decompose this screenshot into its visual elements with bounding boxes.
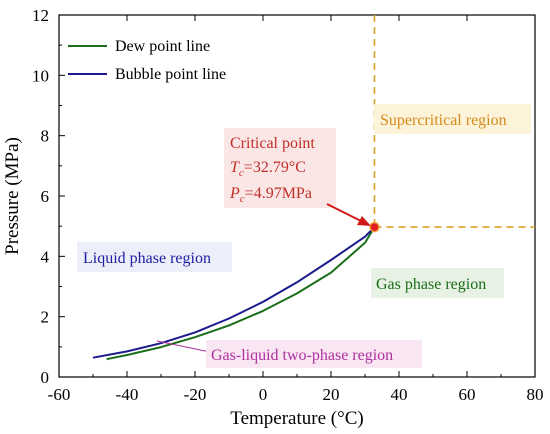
supercritical-annotation: Supercritical region <box>374 104 531 134</box>
x-tick-label: -20 <box>184 385 207 404</box>
y-tick-label: 8 <box>41 127 50 146</box>
legend-label-dew: Dew point line <box>115 38 210 55</box>
gas-label: Gas phase region <box>376 276 486 293</box>
gas-annotation: Gas phase region <box>371 268 504 298</box>
y-tick-label: 2 <box>41 308 50 327</box>
critical-boundary-lines <box>373 15 535 228</box>
liquid-label: Liquid phase region <box>83 250 211 267</box>
critical-label-box <box>224 128 336 208</box>
liquid-annotation: Liquid phase region <box>77 242 232 272</box>
x-tick-label: 20 <box>323 385 340 404</box>
critical-pressure-label: Pc=4.97MPa <box>229 185 312 205</box>
y-tick-label: 4 <box>41 247 50 266</box>
dew-point-line <box>106 226 376 361</box>
critical-temperature-label: Tc=32.79°C <box>230 159 306 179</box>
y-axis-title: Pressure (MPa) <box>2 137 23 255</box>
x-tick-label: 0 <box>259 385 268 404</box>
gas-label-box <box>371 268 504 298</box>
two-phase-label: Gas-liquid two-phase region <box>211 347 393 364</box>
legend-label-bubble: Bubble point line <box>115 66 226 83</box>
critical-point-group <box>369 221 380 233</box>
critical-point-label: Critical point <box>230 135 315 152</box>
y-tick-label: 0 <box>41 368 50 387</box>
x-tick-label: 60 <box>459 385 476 404</box>
supercritical-label: Supercritical region <box>380 112 507 129</box>
critical-point-marker <box>369 221 380 233</box>
critical-annotation: Critical point Tc=32.79°C Pc=4.97MPa <box>224 128 371 226</box>
axis-ticks <box>58 14 536 378</box>
x-tick-label: 80 <box>527 385 544 404</box>
tick-labels: -60 -40 -20 0 20 40 60 80 0 2 4 6 8 10 12 <box>32 6 544 404</box>
y-tick-label: 6 <box>41 187 50 206</box>
x-axis-title: Temperature (°C) <box>230 408 363 429</box>
bubble-point-line <box>92 226 376 359</box>
y-tick-label: 10 <box>32 66 49 85</box>
two-phase-annotation: Gas-liquid two-phase region <box>156 340 422 368</box>
series-lines <box>92 226 376 361</box>
y-tick-label: 12 <box>32 6 49 25</box>
x-tick-label: 40 <box>391 385 408 404</box>
liquid-label-box <box>77 242 232 272</box>
critical-pointer-line <box>326 203 364 223</box>
critical-temperature-value: =32.79°C <box>244 159 306 176</box>
x-tick-label: -60 <box>48 385 71 404</box>
two-phase-pointer <box>156 340 211 353</box>
two-phase-label-box <box>206 340 422 368</box>
critical-pointer-arrowhead <box>357 216 371 226</box>
legend: Dew point line Bubble point line <box>68 38 226 83</box>
supercritical-label-box <box>374 104 531 134</box>
critical-pressure-value: =4.97MPa <box>245 185 312 202</box>
x-tick-label: -40 <box>116 385 139 404</box>
